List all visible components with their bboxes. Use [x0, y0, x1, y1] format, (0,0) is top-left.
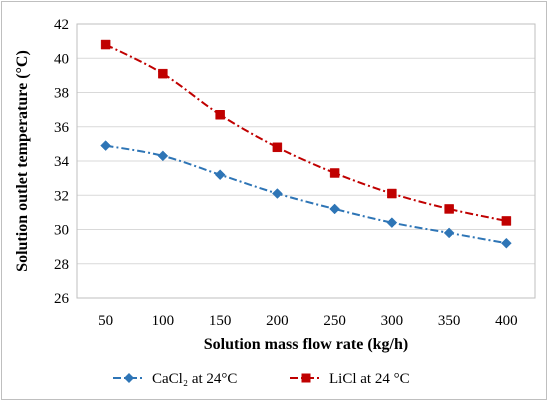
y-axis-tick-labels: 26 28 30 32 34 36 38 40 42 — [54, 17, 70, 307]
series-line-0 — [105, 144, 507, 245]
y-tick-label: 26 — [54, 291, 70, 307]
plot-area — [76, 23, 536, 299]
data-point-0 — [501, 237, 512, 249]
y-tick-label: 40 — [54, 51, 69, 67]
series-layer — [100, 39, 512, 249]
y-tick-label: 36 — [54, 120, 70, 136]
y-tick-label: 34 — [54, 154, 70, 170]
legend-label-licl: LiCl at 24 °C — [329, 371, 410, 387]
legend-marker-licl — [301, 373, 311, 383]
x-tick-label: 400 — [495, 313, 518, 329]
data-point-1 — [158, 68, 168, 79]
x-tick-label: 350 — [438, 313, 461, 329]
data-point-0 — [443, 227, 455, 239]
x-tick-label: 300 — [381, 313, 404, 329]
y-tick-label: 30 — [54, 223, 69, 239]
data-point-1 — [272, 142, 283, 153]
data-point-0 — [157, 150, 169, 162]
x-tick-label: 50 — [98, 313, 113, 329]
data-point-1 — [501, 216, 512, 226]
data-point-0 — [100, 140, 111, 151]
y-axis-title: Solution outlet temperature (°C) — [14, 50, 31, 272]
data-point-0 — [329, 203, 340, 215]
data-point-0 — [386, 217, 398, 229]
data-point-1 — [444, 204, 454, 214]
x-tick-label: 100 — [152, 313, 175, 329]
y-tick-label: 32 — [54, 188, 69, 204]
y-tick-label: 42 — [54, 17, 69, 33]
x-tick-label: 150 — [209, 313, 232, 329]
data-point-1 — [100, 39, 111, 50]
x-axis-title: Solution mass flow rate (kg/h) — [204, 336, 408, 353]
data-point-1 — [215, 110, 225, 120]
grid-lines — [77, 23, 535, 299]
y-tick-label: 38 — [54, 86, 69, 102]
data-point-1 — [329, 168, 340, 178]
x-tick-label: 250 — [323, 313, 346, 329]
x-tick-label: 200 — [266, 313, 289, 329]
legend-label-cacl2: CaCl₂ at 24°C — [152, 371, 237, 387]
y-tick-label: 28 — [54, 257, 69, 273]
legend-marker-cacl2 — [124, 373, 134, 383]
x-axis-tick-labels: 50 100 150 200 250 300 350 400 — [98, 313, 518, 329]
legend: CaCl₂ at 24°C LiCl at 24 °C — [113, 371, 410, 387]
data-point-0 — [272, 188, 283, 199]
data-point-1 — [387, 188, 397, 199]
data-point-0 — [214, 169, 226, 181]
